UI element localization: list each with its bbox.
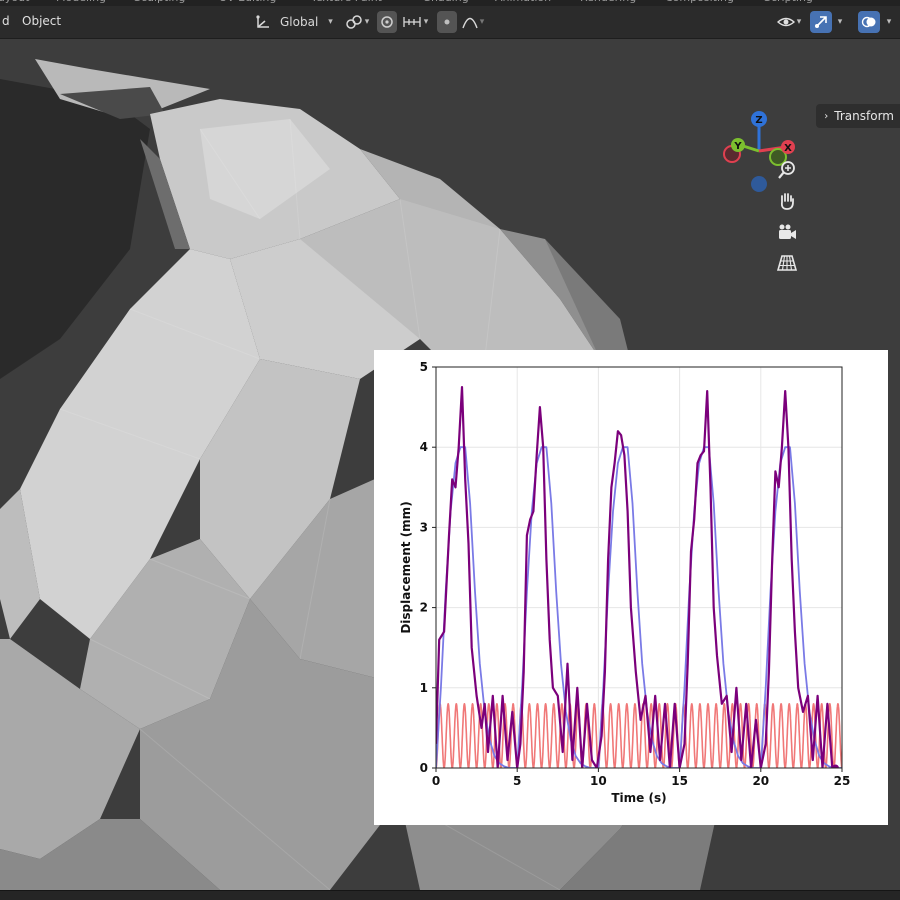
workspace-tabs-strip: Layout Modeling Sculpting UV Editing Texture… — [0, 0, 900, 6]
x-tick-label: 15 — [671, 774, 688, 788]
gizmo-toggle[interactable] — [810, 11, 832, 33]
pan-button[interactable] — [774, 188, 800, 214]
gizmo-axis-z[interactable] — [751, 111, 767, 127]
proportional-dot-icon — [444, 19, 450, 25]
snap-magnet-icon — [381, 16, 393, 28]
workspace-tab-5[interactable]: Shading — [424, 0, 469, 4]
gizmo-arrow-icon — [815, 16, 827, 28]
gizmo-axis-x[interactable] — [781, 140, 795, 154]
gizmo-z-label: Z — [755, 115, 762, 126]
gizmo-x-label: X — [784, 143, 792, 154]
overlays-chevron-down-icon[interactable]: ▾ — [886, 17, 892, 27]
y-tick-label: 3 — [420, 520, 428, 534]
snap-target-dropdown[interactable]: ▾ — [398, 11, 432, 33]
camera-view-button[interactable] — [774, 219, 800, 245]
orientation-label: Global — [280, 15, 319, 29]
workspace-tab-4[interactable]: Texture Paint — [311, 0, 382, 4]
x-tick-label: 0 — [432, 774, 440, 788]
series-combined-line — [436, 385, 836, 768]
zoom-icon — [778, 161, 795, 179]
transform-orientation-dropdown[interactable]: Global ▾ — [252, 11, 336, 33]
eye-icon — [776, 17, 795, 27]
chevron-down-icon: ▾ — [423, 17, 429, 27]
plot-frame — [435, 366, 843, 769]
workspace-tab-6[interactable]: Animation — [495, 0, 551, 4]
workspace-tab-0[interactable]: Layout — [0, 0, 29, 4]
y-tick-label: 0 — [420, 761, 428, 775]
x-axis-label: Time (s) — [611, 791, 666, 805]
y-axis-label: Displacement (mm) — [399, 501, 413, 633]
viewport-header: d Object Global ▾ ▾ — [0, 6, 900, 39]
gizmo-axis-y[interactable] — [731, 138, 745, 152]
grid-perspective-icon — [777, 255, 797, 271]
visibility-dropdown[interactable]: ▾ — [774, 11, 804, 33]
orientation-axes-icon — [256, 15, 269, 28]
gizmo-neg-y[interactable] — [769, 148, 787, 166]
workspace-tab-2[interactable]: Sculpting — [134, 0, 185, 4]
proportional-falloff-dropdown[interactable]: ▾ — [458, 11, 488, 33]
camera-icon — [779, 224, 796, 239]
workspace-tab-1[interactable]: Modeling — [56, 0, 106, 4]
timeline-edge — [0, 890, 900, 900]
transform-tab-label: Transform — [834, 109, 894, 123]
proportional-editing-toggle[interactable] — [437, 11, 457, 33]
link-pivot-icon — [345, 15, 362, 29]
workspace-tab-7[interactable]: Rendering — [580, 0, 636, 4]
workspace-tab-3[interactable]: UV Editing — [219, 0, 276, 4]
gizmo-neg-z[interactable] — [751, 176, 767, 192]
y-tick-label: 5 — [420, 360, 428, 374]
snap-increment-icon — [403, 17, 421, 27]
x-tick-label: 10 — [590, 774, 607, 788]
workspace-tab-8[interactable]: Compositing — [665, 0, 734, 4]
gizmo-y-label: Y — [733, 141, 742, 152]
x-tick-label: 25 — [834, 774, 851, 788]
y-tick-label: 1 — [420, 681, 428, 695]
falloff-curve-icon — [462, 17, 478, 29]
overlays-icon — [861, 16, 876, 28]
y-tick-label: 2 — [420, 601, 428, 615]
perspective-toggle-button[interactable] — [774, 250, 800, 276]
workspace-tab-9[interactable]: Scripting — [764, 0, 813, 4]
chevron-down-icon: ▾ — [328, 17, 333, 27]
overlays-toggle[interactable] — [858, 11, 880, 33]
chevron-down-icon: ▾ — [796, 17, 802, 27]
series-envelope-line — [436, 446, 842, 768]
menu-object[interactable]: Object — [22, 14, 62, 28]
x-tick-label: 20 — [752, 774, 769, 788]
navigation-gizmo[interactable]: Z Y X — [718, 109, 800, 199]
displacement-chart: 0 5 10 15 20 25 0 1 2 3 4 5 Time (s) Displacement (… — [374, 350, 888, 825]
chart-svg: 0 5 10 15 20 25 0 1 2 3 4 5 Time (s) Displacement (… — [399, 360, 851, 805]
menu-add[interactable]: d — [2, 14, 10, 28]
series-end-point — [832, 764, 840, 768]
y-tick-label: 4 — [420, 440, 428, 454]
chevron-right-icon: › — [824, 110, 829, 122]
hand-pan-icon — [780, 193, 794, 210]
chevron-down-icon: ▾ — [479, 17, 485, 27]
sidebar-tab-transform[interactable]: › Transform — [816, 104, 900, 128]
zoom-button[interactable] — [774, 157, 800, 183]
snap-toggle[interactable] — [377, 11, 397, 33]
chevron-down-icon: ▾ — [364, 17, 370, 27]
pivot-point-dropdown[interactable]: ▾ — [342, 11, 372, 33]
gizmo-chevron-down-icon[interactable]: ▾ — [837, 17, 843, 27]
x-tick-label: 5 — [513, 774, 521, 788]
